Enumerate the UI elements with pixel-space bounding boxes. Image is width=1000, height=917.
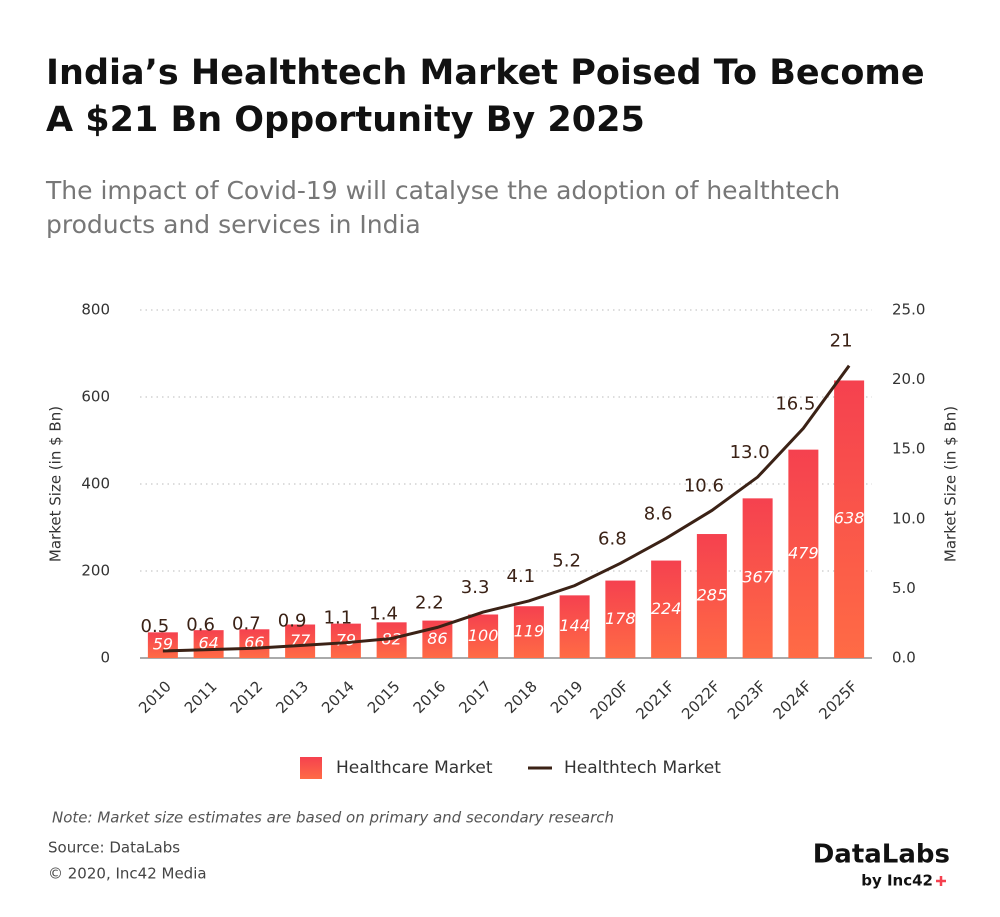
copyright: © 2020, Inc42 Media bbox=[48, 865, 207, 883]
x-tick-label: 2018 bbox=[501, 677, 541, 717]
line-value-label: 3.3 bbox=[461, 577, 490, 598]
y2-tick-label: 10.0 bbox=[892, 509, 925, 527]
bar bbox=[239, 629, 270, 658]
bar-value-label: 119 bbox=[514, 622, 545, 641]
y-tick-label: 400 bbox=[81, 475, 110, 493]
chart-title: A $21 Bn Opportunity By 2025 bbox=[46, 100, 645, 140]
x-tick-label: 2022F bbox=[678, 677, 724, 723]
logo: DataLabs bbox=[813, 840, 950, 870]
subtitle: products and services in India bbox=[46, 210, 421, 239]
line-value-label: 0.5 bbox=[141, 616, 170, 637]
x-tick-label: 2011 bbox=[181, 677, 221, 717]
subtitle: The impact of Covid-19 will catalyse the… bbox=[45, 176, 840, 205]
x-tick-label: 2012 bbox=[227, 677, 267, 717]
note: Note: Market size estimates are based on… bbox=[52, 809, 614, 827]
x-tick-label: 2010 bbox=[135, 677, 175, 717]
legend-swatch bbox=[300, 757, 322, 779]
y2-tick-label: 5.0 bbox=[892, 579, 916, 597]
x-tick-label: 2017 bbox=[455, 677, 495, 717]
bar bbox=[651, 560, 682, 658]
bar bbox=[147, 632, 178, 658]
y2-tick-label: 25.0 bbox=[892, 301, 925, 319]
bar bbox=[788, 449, 819, 658]
y-tick-label: 600 bbox=[81, 388, 110, 406]
x-tick-label: 2025F bbox=[815, 677, 861, 723]
line-value-label: 0.9 bbox=[278, 610, 307, 631]
y-tick-label: 200 bbox=[81, 562, 110, 580]
bar-value-label: 100 bbox=[468, 626, 499, 645]
bar bbox=[605, 580, 636, 658]
line-value-label: 10.6 bbox=[684, 475, 724, 496]
x-tick-label: 2014 bbox=[318, 677, 358, 717]
line-value-label: 16.5 bbox=[775, 393, 815, 414]
bar bbox=[834, 380, 865, 658]
y-tick-label: 0 bbox=[100, 649, 110, 667]
line-value-label: 5.2 bbox=[552, 551, 581, 572]
bar-value-label: 64 bbox=[198, 634, 218, 653]
line-value-label: 1.1 bbox=[324, 608, 353, 629]
x-tick-label: 2019 bbox=[547, 677, 587, 717]
line-value-label: 0.7 bbox=[232, 613, 261, 634]
source: Source: DataLabs bbox=[48, 839, 180, 857]
line-value-label: 8.6 bbox=[644, 503, 673, 524]
x-tick-label: 2024F bbox=[770, 677, 816, 723]
x-tick-label: 2021F bbox=[632, 677, 678, 723]
x-tick-label: 2016 bbox=[410, 677, 450, 717]
legend-label: Healthcare Market bbox=[336, 758, 493, 778]
chart-title: India’s Healthtech Market Poised To Beco… bbox=[46, 53, 925, 93]
x-tick-label: 2020F bbox=[587, 677, 633, 723]
line bbox=[162, 364, 851, 653]
bar-value-label: 638 bbox=[834, 509, 865, 528]
line-value-label: 2.2 bbox=[415, 592, 444, 613]
bar-value-label: 178 bbox=[605, 609, 636, 628]
bar bbox=[696, 534, 727, 658]
legend-label: Healthtech Market bbox=[564, 758, 721, 778]
y2-tick-label: 20.0 bbox=[892, 370, 925, 388]
bar bbox=[513, 606, 544, 658]
line-value-label: 21 bbox=[830, 331, 853, 352]
logo-byline: by Inc42 bbox=[861, 872, 933, 890]
line-value-label: 13.0 bbox=[730, 442, 770, 463]
y2-tick-label: 15.0 bbox=[892, 440, 925, 458]
bar-value-label: 285 bbox=[697, 586, 728, 605]
bar-value-label: 144 bbox=[559, 616, 590, 635]
y2-axis-label: Market Size (in $ Bn) bbox=[942, 406, 960, 562]
bar bbox=[742, 498, 773, 658]
bar-value-label: 79 bbox=[336, 630, 356, 649]
x-tick-label: 2015 bbox=[364, 677, 404, 717]
line-value-label: 6.8 bbox=[598, 528, 627, 549]
x-tick-label: 2013 bbox=[272, 677, 312, 717]
line-value-label: 0.6 bbox=[186, 615, 215, 636]
line-value-label: 4.1 bbox=[507, 566, 536, 587]
bar bbox=[193, 630, 224, 658]
bar-value-label: 59 bbox=[153, 635, 173, 654]
bar-value-label: 86 bbox=[427, 629, 447, 648]
bar bbox=[468, 614, 499, 658]
logo-plus bbox=[936, 876, 946, 886]
bar-value-label: 479 bbox=[788, 543, 819, 562]
bar bbox=[285, 624, 316, 658]
y-axis-label: Market Size (in $ Bn) bbox=[47, 406, 65, 562]
y2-tick-label: 0.0 bbox=[892, 649, 916, 667]
bar-value-label: 224 bbox=[651, 599, 682, 618]
y-tick-label: 800 bbox=[81, 301, 110, 319]
bar bbox=[559, 595, 590, 658]
bar-value-label: 367 bbox=[742, 568, 773, 587]
x-tick-label: 2023F bbox=[724, 677, 770, 723]
line-value-label: 1.4 bbox=[369, 604, 398, 625]
